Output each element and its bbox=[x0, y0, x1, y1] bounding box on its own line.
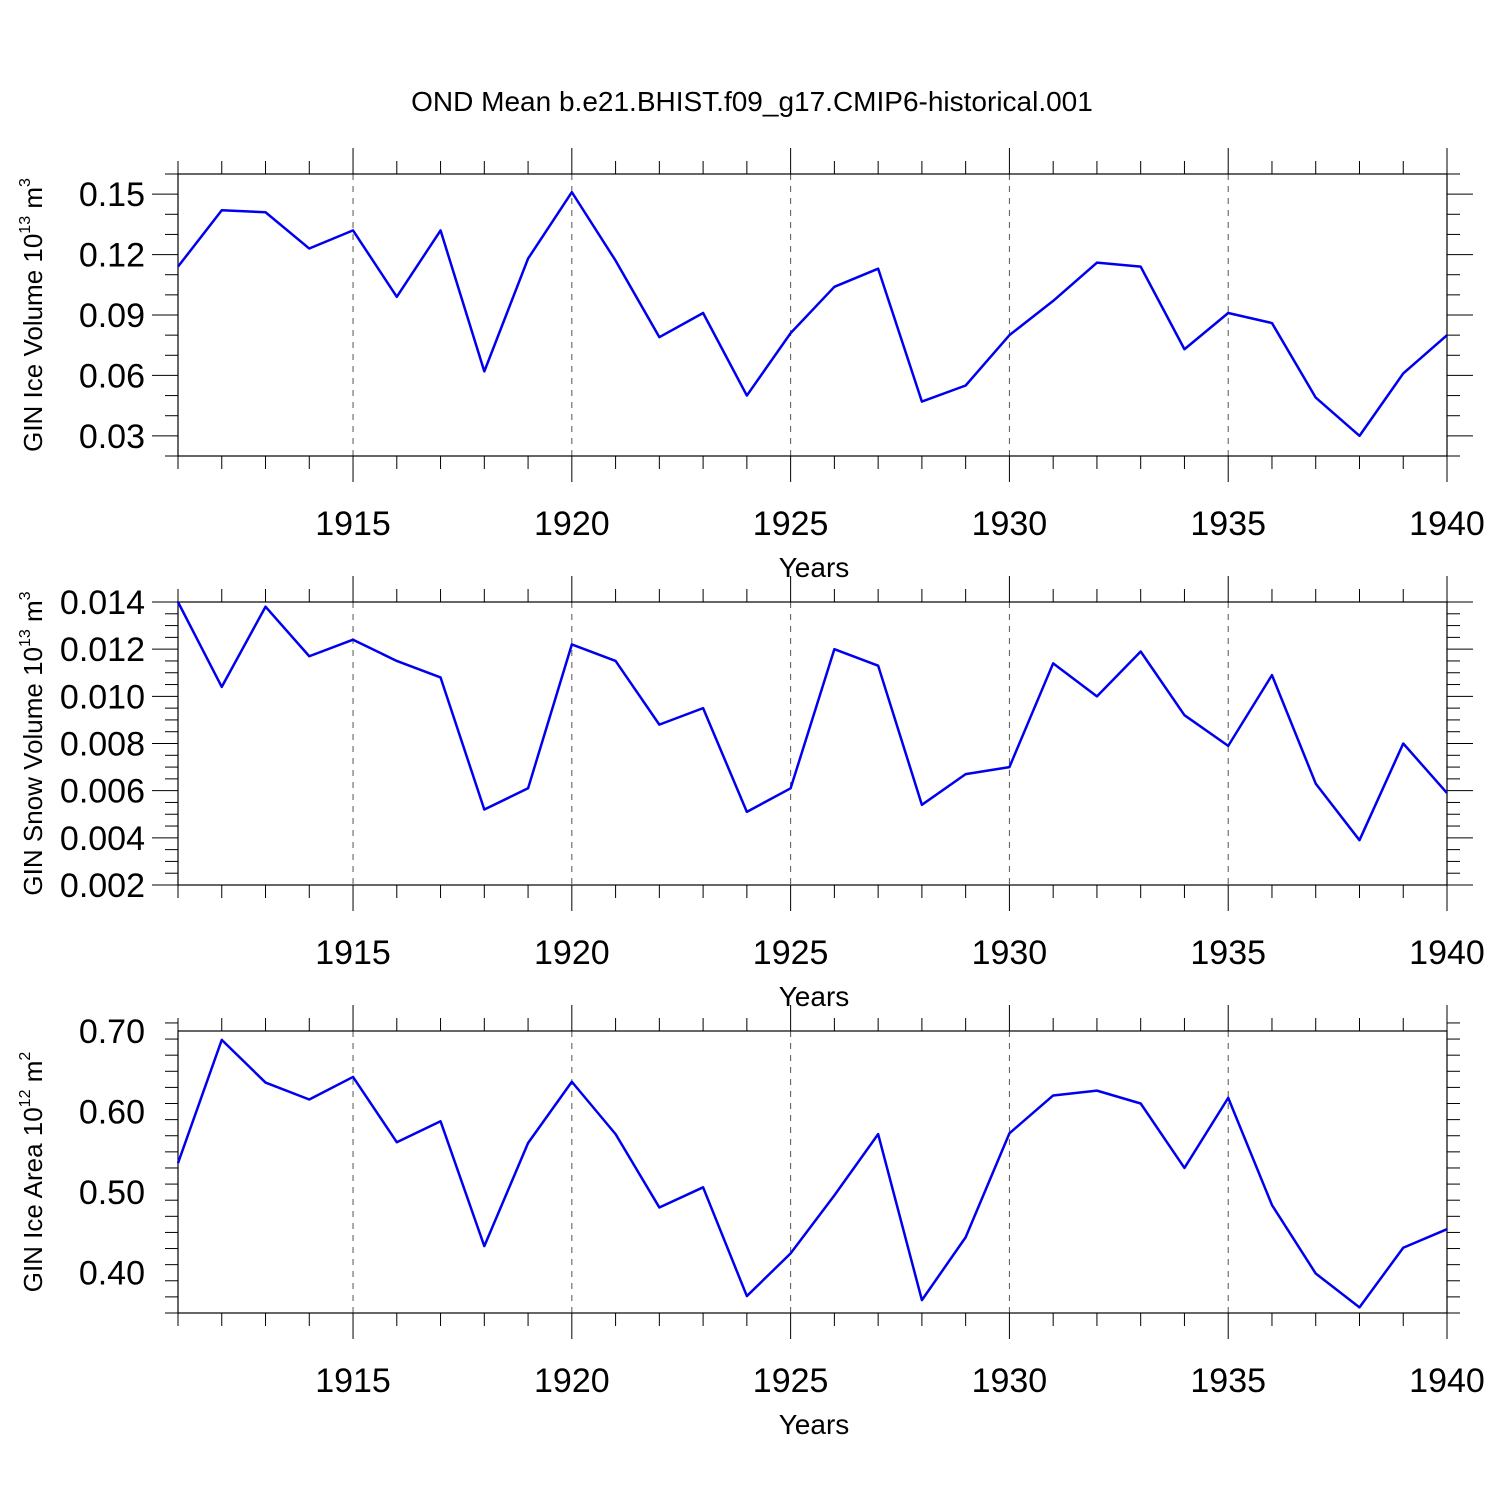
series-line bbox=[176, 1038, 1448, 1309]
x-tick-label: 1940 bbox=[1409, 505, 1485, 543]
x-axis-label: Years bbox=[779, 1409, 850, 1440]
x-tick-label: 1925 bbox=[753, 934, 829, 972]
y-tick-label: 0.004 bbox=[60, 820, 145, 858]
y-tick-label: 0.70 bbox=[79, 1013, 145, 1051]
y-tick-label: 0.014 bbox=[60, 584, 145, 622]
y-tick-label: 0.006 bbox=[60, 773, 145, 811]
x-axis-label: Years bbox=[779, 981, 850, 1012]
y-tick-label: 0.03 bbox=[79, 418, 145, 456]
series-line bbox=[176, 601, 1448, 842]
y-axis-label: GIN Snow Volume 1013 m3 bbox=[17, 591, 48, 895]
y-tick-label: 0.15 bbox=[79, 176, 145, 214]
y-tick-label: 0.50 bbox=[79, 1174, 145, 1212]
y-tick-label: 0.002 bbox=[60, 867, 145, 905]
x-tick-label: 1915 bbox=[315, 505, 391, 543]
x-tick-label: 1915 bbox=[315, 1362, 391, 1400]
y-axis-label: GIN Ice Volume 1013 m3 bbox=[17, 178, 48, 452]
x-tick-label: 1930 bbox=[972, 505, 1048, 543]
panel-1: 0.03 0.06 0.09 0.12 0.15 1915 1920 1925 1930 1935… bbox=[17, 148, 1485, 583]
x-tick-label: 1930 bbox=[972, 1362, 1048, 1400]
y-tick-label: 0.09 bbox=[79, 297, 145, 335]
x-axis-label: Years bbox=[779, 552, 850, 583]
chart-title: OND Mean b.e21.BHIST.f09_g17.CMIP6-histo… bbox=[411, 86, 1093, 117]
y-tick-label: 0.010 bbox=[60, 678, 145, 716]
plot-frame bbox=[177, 601, 1448, 886]
y-tick-label: 0.008 bbox=[60, 726, 145, 764]
panel-3: 0.40 0.50 0.60 0.70 1915 1920 1925 1930 1935 1940… bbox=[17, 1005, 1485, 1440]
series-line bbox=[177, 190, 1448, 438]
y-tick-label: 0.60 bbox=[79, 1094, 145, 1132]
x-tick-label: 1920 bbox=[534, 505, 610, 543]
plot-frame bbox=[177, 173, 1448, 457]
x-tick-label: 1940 bbox=[1409, 934, 1485, 972]
y-tick-label: 0.012 bbox=[60, 631, 145, 669]
x-tick-label: 1935 bbox=[1190, 1362, 1266, 1400]
y-tick-label: 0.06 bbox=[79, 357, 145, 395]
x-tick-label: 1935 bbox=[1190, 934, 1266, 972]
x-tick-label: 1930 bbox=[972, 934, 1048, 972]
panels: 0.03 0.06 0.09 0.12 0.15 1915 1920 1925 1930 1935… bbox=[17, 148, 1485, 1440]
plot-frame bbox=[177, 1030, 1448, 1314]
y-tick-label: 0.40 bbox=[79, 1255, 145, 1293]
panel-2: 0.002 0.004 0.006 0.008 0.010 0.012 0.014 1915 1… bbox=[17, 576, 1485, 1012]
x-tick-label: 1935 bbox=[1190, 505, 1266, 543]
x-tick-label: 1920 bbox=[534, 934, 610, 972]
x-tick-label: 1925 bbox=[753, 1362, 829, 1400]
x-tick-label: 1920 bbox=[534, 1362, 610, 1400]
y-tick-label: 0.12 bbox=[79, 237, 145, 275]
x-tick-label: 1925 bbox=[753, 505, 829, 543]
x-tick-label: 1940 bbox=[1409, 1362, 1485, 1400]
y-axis-label: GIN Ice Area 1012 m2 bbox=[17, 1052, 48, 1293]
x-tick-label: 1915 bbox=[315, 934, 391, 972]
